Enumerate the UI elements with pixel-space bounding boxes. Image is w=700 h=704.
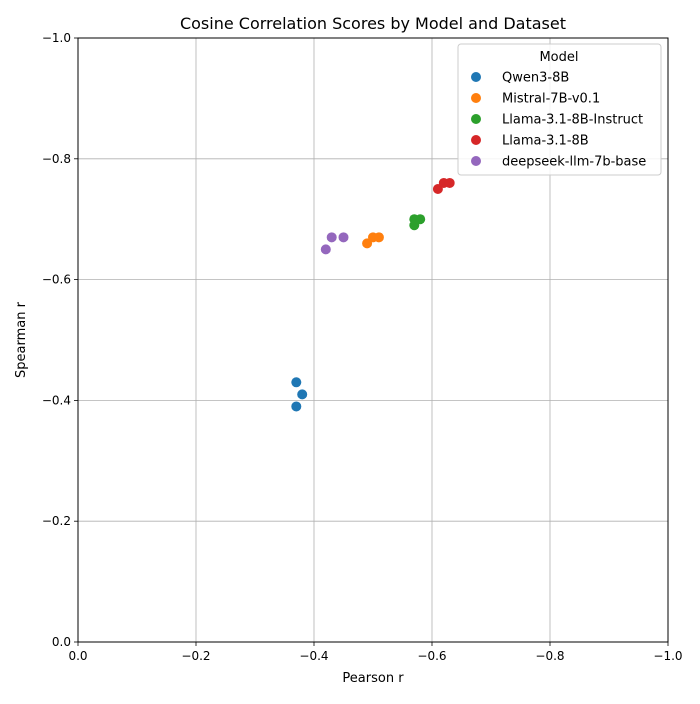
x-tick-label: −0.4: [299, 649, 328, 663]
x-tick-label: −0.2: [181, 649, 210, 663]
legend-marker: [471, 135, 481, 145]
legend-marker: [471, 72, 481, 82]
data-point: [320, 244, 331, 255]
data-point: [291, 377, 302, 388]
legend-marker: [471, 114, 481, 124]
ticks-layer: 0.0 −0.2 −0.4 −0.6 −0.8 −1.0 0.0 −0.2 −0.4 −0.6 −0…: [42, 31, 683, 663]
points-layer: [291, 177, 455, 412]
data-point: [338, 232, 349, 243]
legend-label: Qwen3-8B: [502, 71, 569, 86]
data-point: [291, 401, 302, 412]
series-4: [320, 232, 349, 255]
legend-label: deepseek-llm-7b-base: [502, 155, 646, 170]
y-tick-label: −0.8: [42, 152, 71, 166]
plot-frame: [77, 37, 669, 643]
x-axis-label: Pearson r: [342, 671, 404, 686]
legend-items: Qwen3-8B Mistral-7B-v0.1 Llama-3.1-8B-Inst…: [471, 71, 646, 170]
series-3: [432, 177, 455, 194]
data-point: [326, 232, 337, 243]
legend-marker: [471, 93, 481, 103]
legend-label: Llama-3.1-8B-Instruct: [502, 113, 643, 128]
x-tick-label: −1.0: [653, 649, 682, 663]
data-point: [415, 214, 426, 225]
x-tick-label: −0.6: [417, 649, 446, 663]
data-point: [373, 232, 384, 243]
legend-label: Llama-3.1-8B: [502, 134, 589, 149]
series-2: [409, 214, 426, 231]
x-tick-label: −0.8: [535, 649, 564, 663]
chart-title: Cosine Correlation Scores by Model and D…: [180, 14, 566, 33]
x-tick-label: 0.0: [68, 649, 87, 663]
data-point: [444, 177, 455, 188]
data-point: [297, 389, 308, 400]
legend-marker: [471, 156, 481, 166]
y-tick-label: −0.4: [42, 393, 71, 407]
y-axis-label: Spearman r: [14, 301, 29, 378]
series-0: [291, 377, 308, 412]
y-tick-label: −0.2: [42, 514, 71, 528]
legend-box: [457, 43, 662, 176]
y-tick-label: −1.0: [42, 31, 71, 45]
legend-title: Model: [539, 50, 578, 65]
series-1: [362, 232, 384, 249]
y-tick-label: −0.6: [42, 273, 71, 287]
legend-label: Mistral-7B-v0.1: [502, 92, 600, 107]
y-tick-label: 0.0: [52, 635, 71, 649]
legend: Model Qwen3-8B Mistral-7B-v0.1 Llama-3.1-8…: [457, 43, 662, 176]
